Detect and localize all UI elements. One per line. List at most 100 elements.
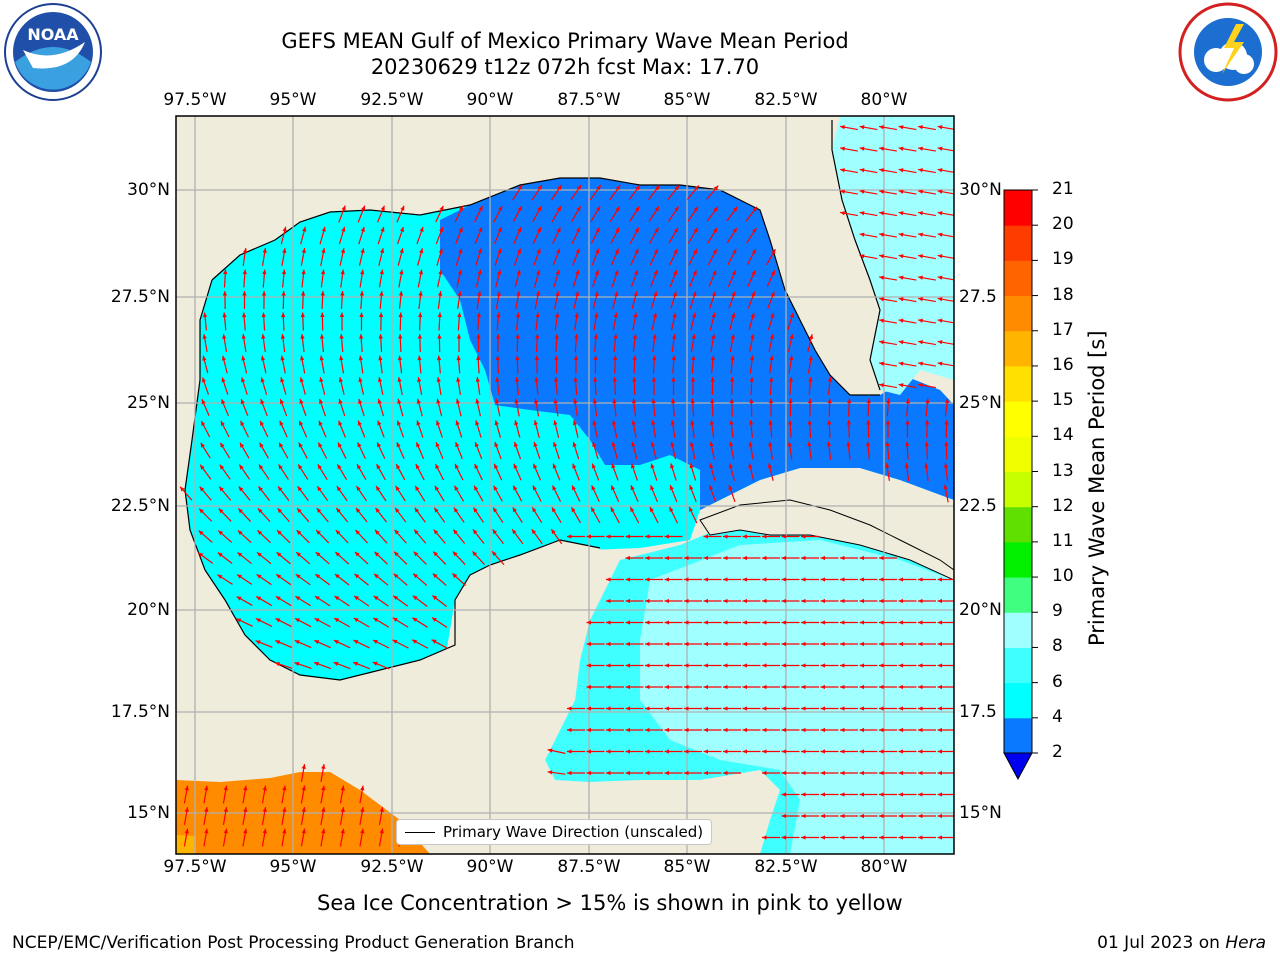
wave-arrow-head <box>439 227 444 233</box>
wave-arrow-head <box>840 146 845 151</box>
wave-arrow-head <box>937 770 943 776</box>
wave-arrow-head <box>596 185 601 191</box>
wave-arrow-head <box>320 269 326 275</box>
wave-arrow-head <box>820 770 826 776</box>
wave-arrow-head <box>898 684 904 690</box>
wave-arrow-head <box>606 534 611 539</box>
wave-arrow-head <box>592 398 598 404</box>
wave-arrow-head <box>574 334 579 339</box>
wave-arrow-head <box>672 312 677 318</box>
wave-arrow-head <box>377 398 382 404</box>
wave-arrow-head <box>398 334 403 339</box>
wave-arrow-head <box>653 270 658 276</box>
lat-label-right: 22.5 <box>959 496 997 516</box>
wave-arrow-head <box>396 464 401 470</box>
wave-arrow-head <box>918 813 923 819</box>
wave-arrow-head <box>494 398 500 404</box>
wave-arrow-head <box>531 529 537 535</box>
wave-arrow-head <box>653 248 658 254</box>
wave-arrow-head <box>723 534 728 539</box>
wave-arrow-head <box>781 727 787 733</box>
wave-arrow-head <box>709 441 714 447</box>
wave-arrow-head <box>723 620 728 625</box>
lat-label-left: 30°N <box>127 180 170 200</box>
wave-arrow-head <box>476 334 481 339</box>
wave-arrow-head <box>434 507 439 513</box>
wave-arrow-head <box>781 706 787 711</box>
wave-arrow-head <box>859 813 865 819</box>
wave-arrow-head <box>925 398 930 404</box>
wave-arrow-head <box>937 813 943 819</box>
wave-arrow-head <box>592 420 597 426</box>
wave-arrow-head <box>239 464 244 470</box>
wave-arrow-head <box>801 641 806 647</box>
colorbar-segment <box>1004 717 1032 754</box>
wave-arrow-head <box>723 641 728 647</box>
wave-arrow-head <box>574 291 580 297</box>
wave-arrow-head <box>456 334 462 339</box>
wave-arrow-head <box>457 291 462 296</box>
wave-arrow-head <box>645 663 650 668</box>
wave-arrow-head <box>396 442 401 448</box>
wave-arrow-head <box>820 835 826 840</box>
wave-arrow-head <box>515 355 520 361</box>
wave-arrow-head <box>731 312 736 318</box>
wave-arrow-head <box>298 442 303 448</box>
colorbar-segment <box>1004 225 1032 261</box>
wave-arrow-head <box>262 248 267 253</box>
wave-arrow-head <box>282 828 287 834</box>
wave-arrow-head <box>299 377 304 383</box>
wave-arrow-head <box>477 269 482 275</box>
wave-arrow-head <box>358 377 363 383</box>
wave-arrow-head <box>611 485 616 491</box>
wave-arrow-head <box>567 749 572 754</box>
wave-arrow-head <box>595 248 600 254</box>
wave-arrow-head <box>379 807 384 812</box>
lon-label-bottom: 92.5°W <box>360 857 424 877</box>
wave-arrow-head <box>650 485 655 491</box>
wave-arrow-head <box>236 618 242 623</box>
wave-arrow-head <box>532 507 537 513</box>
footer-host: Hera <box>1225 933 1266 953</box>
wave-arrow-head <box>625 663 631 668</box>
wave-arrow-head <box>335 551 341 557</box>
wave-arrow-head <box>536 227 541 233</box>
wave-arrow-head <box>632 355 637 361</box>
wave-arrow-head <box>625 727 631 733</box>
lon-label-bottom: 85°W <box>663 857 711 877</box>
wave-arrow-head <box>243 807 248 812</box>
wave-arrow-head <box>295 596 301 601</box>
wave-arrow-head <box>633 270 639 275</box>
wave-arrow-head <box>664 620 670 625</box>
wave-arrow-head <box>400 205 405 211</box>
wave-arrow-head <box>859 232 865 237</box>
wave-arrow-head <box>334 618 340 623</box>
wave-arrow-head <box>645 749 650 754</box>
wave-arrow-head <box>478 227 483 233</box>
wave-arrow-head <box>547 770 553 775</box>
wave-arrow-head <box>338 420 343 426</box>
wave-arrow-head <box>840 641 845 647</box>
wave-arrow-head <box>879 361 884 366</box>
wave-arrow-head <box>281 269 287 275</box>
lon-label-top: 82.5°W <box>754 90 818 110</box>
wave-arrow-head <box>692 291 697 297</box>
wave-arrow-head <box>321 828 326 834</box>
wave-arrow-head <box>393 595 399 601</box>
wave-arrow-head <box>826 441 832 447</box>
lat-label-left: 20°N <box>127 600 170 620</box>
wave-arrow-head <box>321 807 326 812</box>
wave-arrow-head <box>742 727 748 733</box>
wave-arrow-head <box>432 595 438 600</box>
wave-arrow-head <box>419 227 424 232</box>
colorbar-segment <box>1004 471 1032 508</box>
wave-arrow-head <box>576 227 580 233</box>
wave-arrow-head <box>651 420 656 425</box>
colorbar-segment <box>1004 436 1032 472</box>
wave-arrow-head <box>280 334 286 339</box>
wave-arrow-head <box>905 398 911 404</box>
wave-arrow-head <box>859 211 865 216</box>
wave-arrow-head <box>664 770 670 776</box>
wave-arrow-head <box>202 334 207 339</box>
wave-arrow-head <box>801 555 806 561</box>
